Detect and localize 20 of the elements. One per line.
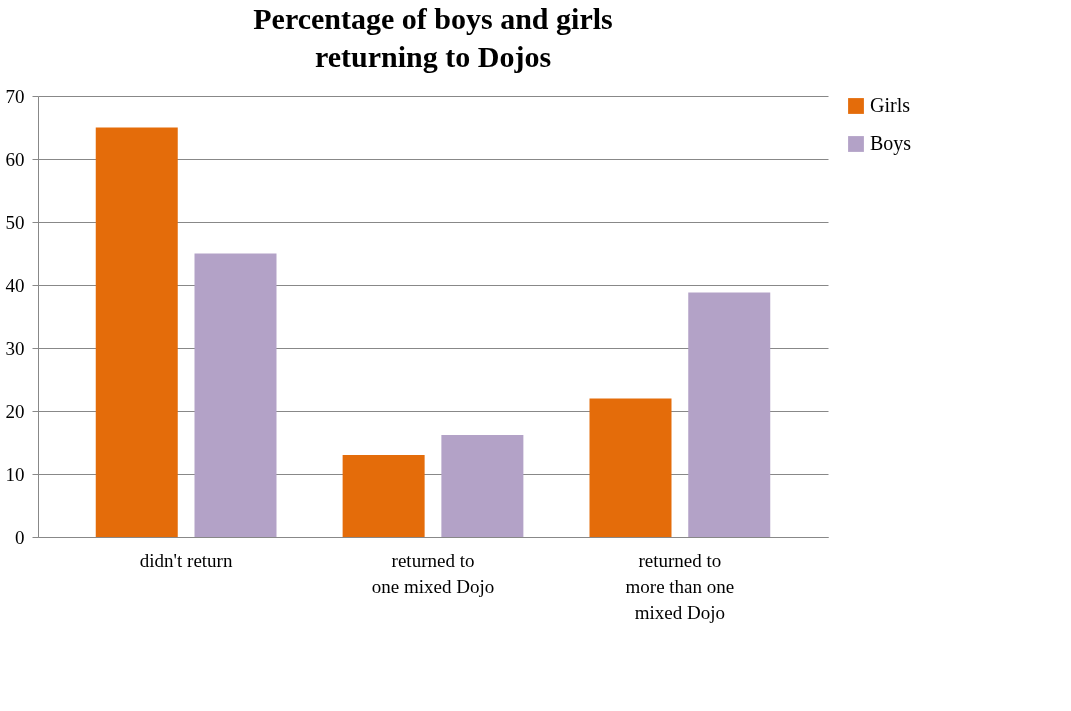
y-tick-label: 20	[5, 400, 25, 422]
chart-title: Percentage of boys and girls returning to Dojos	[253, 2, 613, 73]
x-tick-label: returned to more than one mixed Dojo	[625, 549, 735, 623]
bar	[589, 398, 672, 537]
y-tick-label: 70	[5, 85, 25, 107]
y-tick-label: 30	[5, 337, 25, 359]
y-tick-label: 40	[5, 274, 25, 296]
y-tick-label: 0	[15, 526, 25, 548]
bar	[441, 434, 524, 537]
y-tick-label: 60	[5, 148, 25, 170]
y-tick-label: 50	[5, 211, 25, 233]
x-tick-label: didn't return	[139, 549, 233, 571]
bar	[688, 292, 771, 537]
legend-label: Boys	[870, 132, 912, 155]
bar	[194, 253, 277, 537]
bar	[95, 127, 178, 537]
y-tick-label: 10	[5, 463, 25, 485]
legend-label: Girls	[870, 94, 911, 116]
x-tick-label: returned to one mixed Dojo	[371, 549, 495, 597]
bar	[342, 455, 425, 537]
